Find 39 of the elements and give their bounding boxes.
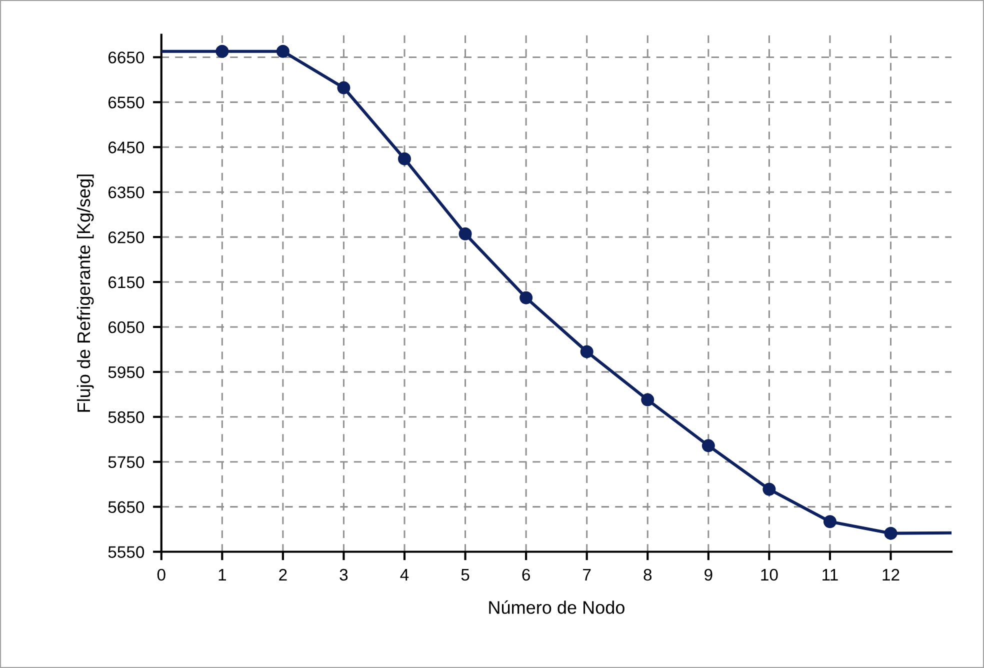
x-axis-title: Número de Nodo [489,600,624,614]
y-tick-label: 5650 [108,501,144,514]
y-tick-label: 5550 [108,546,144,558]
y-tick-label: 5950 [108,366,144,378]
x-tick-label: 2 [279,568,287,581]
point [520,291,533,304]
point [762,482,776,496]
point [458,227,472,240]
point [702,439,715,452]
y-tick-label: 6650 [108,52,144,64]
point [580,345,594,358]
y-tick-label: 5850 [108,411,144,424]
x-tick-label: 10 [761,568,778,581]
x-tick-label: 3 [340,568,348,581]
y-axis-title: Flujo de Refrigerante [Kg/seg] [76,174,94,412]
y-tick-label: 6450 [108,142,144,154]
y-tick-label: 6350 [108,186,144,198]
x-tick-label: 8 [644,568,652,581]
y-tick-label: 6250 [108,231,144,244]
y-tick-label: 6050 [108,321,144,334]
x-tick-label: 6 [522,568,530,581]
point [884,526,898,540]
x-tick-label: 5 [461,569,470,581]
point [823,515,836,528]
x-tick-label: 9 [704,568,712,581]
x-tick-label: 1 [218,569,226,581]
point [398,152,412,166]
point [216,44,229,58]
x-tick-label: 4 [400,569,409,581]
point [337,81,350,94]
x-tick-label: 12 [882,568,900,581]
point [641,393,654,406]
point [276,44,290,58]
x-tick-label: 11 [822,569,838,581]
x-tick-label: 7 [583,569,591,581]
y-tick-label: 6150 [108,276,144,288]
y-tick-label: 6550 [108,96,144,108]
x-tick-label: 0 [157,568,166,581]
y-tick-label: 5750 [108,456,144,468]
